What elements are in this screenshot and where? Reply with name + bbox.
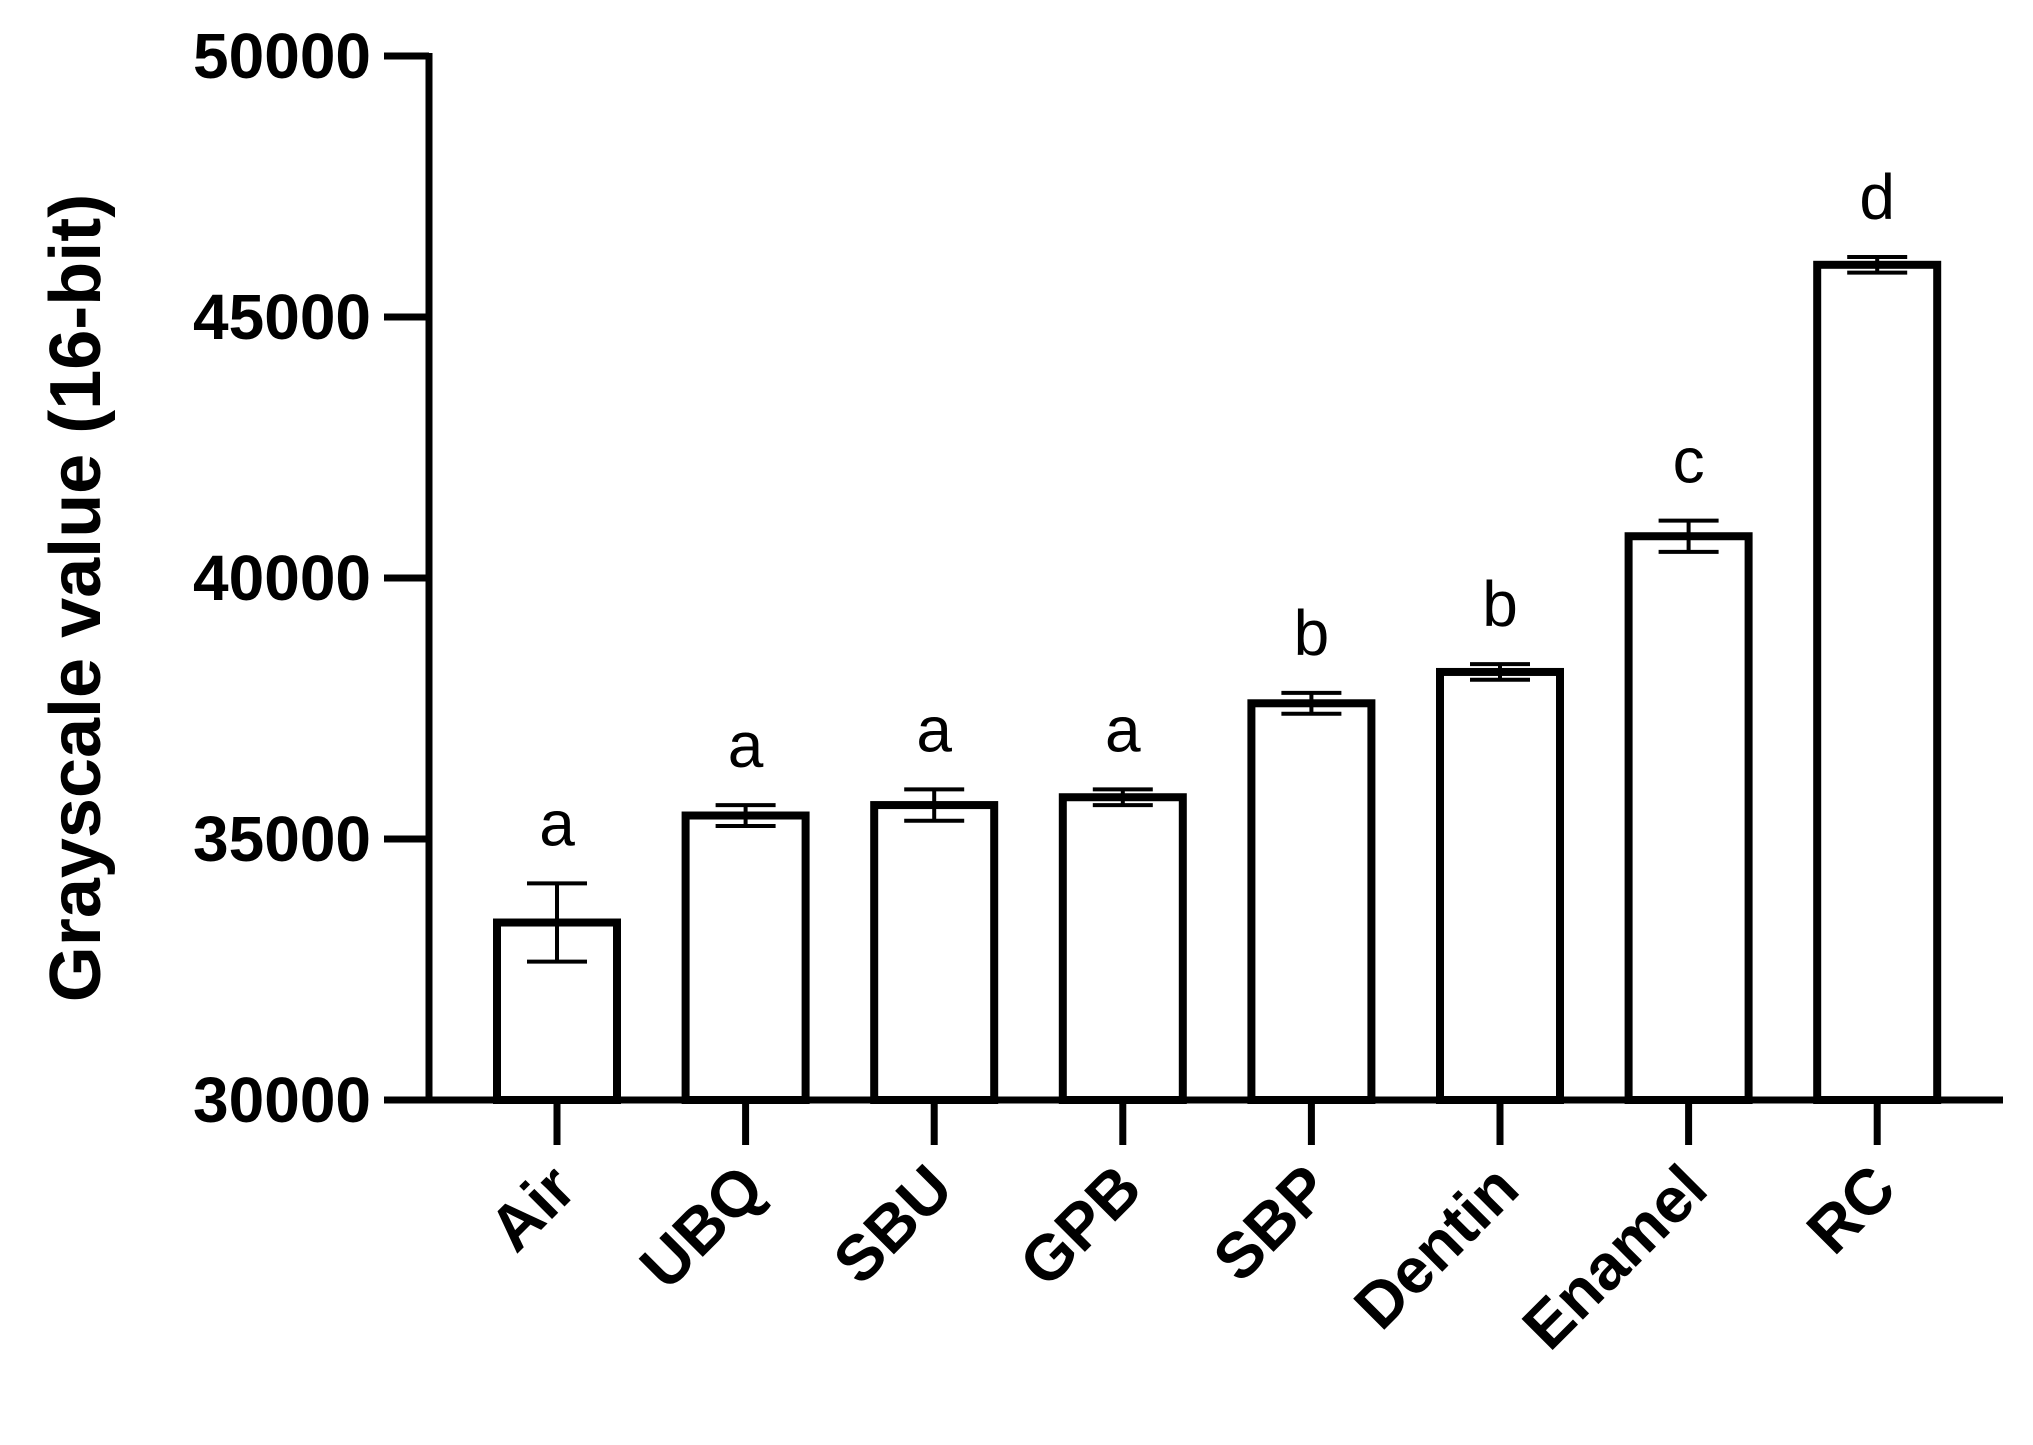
x-tick-label: GPB (1006, 1151, 1155, 1300)
significance-label: d (1859, 161, 1895, 233)
y-tick-label: 30000 (193, 1064, 371, 1136)
y-tick-label: 35000 (193, 803, 371, 875)
y-axis-label: Grayscale value (16-bit) (36, 194, 116, 1002)
bar-sbu (870, 801, 999, 1104)
significance-label: a (1105, 693, 1141, 765)
y-tick-label: 45000 (193, 281, 371, 353)
x-tick-label: Air (475, 1151, 589, 1265)
bar-sbp (1247, 699, 1376, 1105)
bar-rc (1813, 260, 1942, 1104)
x-tick-label: RC (1793, 1151, 1909, 1267)
x-tick-label: Enamel (1509, 1151, 1721, 1363)
y-tick-label: 50000 (193, 20, 371, 92)
x-tick-label: SBP (1199, 1151, 1343, 1295)
bar-gpb (1058, 793, 1187, 1104)
bar-enamel (1624, 532, 1753, 1104)
bar-dentin (1436, 667, 1564, 1105)
significance-label: c (1673, 425, 1705, 497)
y-axis: 30000 35000 40000 45000 50000 (193, 20, 433, 1136)
significance-label: a (916, 693, 952, 765)
significance-label: b (1294, 597, 1330, 669)
x-tick-label: Dentin (1340, 1151, 1532, 1343)
significance-label: a (728, 709, 764, 781)
bar-ubq (681, 811, 810, 1104)
x-tick-label: SBU (820, 1151, 966, 1297)
significance-label: a (539, 787, 575, 859)
significance-label: b (1482, 568, 1518, 640)
y-tick-label: 40000 (193, 542, 371, 614)
bars: a a a a b b c d (493, 161, 1942, 1105)
x-tick-label: UBQ (626, 1151, 777, 1302)
